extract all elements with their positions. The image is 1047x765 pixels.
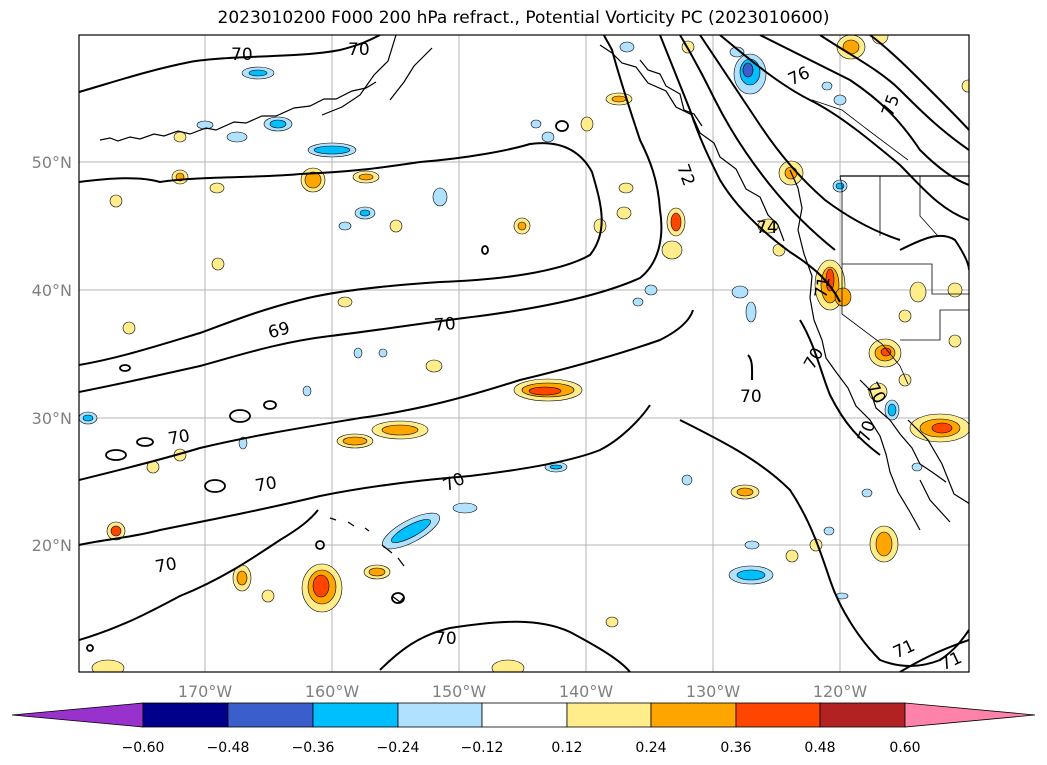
- colorbar-tick-label: 0.24: [635, 740, 666, 756]
- lon-tick-label: 120°W: [813, 682, 868, 701]
- colorbar-segment: [481, 702, 568, 728]
- contour-label: 70: [740, 387, 762, 407]
- colorbar-tick-label: 0.60: [889, 740, 920, 756]
- colorbar-tick-label: −0.12: [461, 740, 504, 756]
- colorbar-segment: [735, 702, 821, 728]
- small-contours: [86, 120, 569, 652]
- colorbar-extend-low: [11, 702, 144, 728]
- colorbar-tick-label: 0.36: [720, 740, 751, 756]
- refractivity-contours: [79, 35, 969, 672]
- lon-tick-label: 130°W: [686, 682, 741, 701]
- colorbar-tick-label: −0.48: [207, 740, 250, 756]
- lat-tick-label: 20°N: [32, 536, 72, 555]
- lat-tick-label: 50°N: [32, 153, 72, 172]
- contour-label: 70: [254, 473, 279, 496]
- contour-label: 70: [231, 45, 253, 65]
- longitude-ticks: 170°W 160°W 150°W 140°W 130°W 120°W: [178, 682, 868, 701]
- colorbar-tick-label: −0.24: [377, 740, 420, 756]
- colorbar-segment: [227, 702, 314, 728]
- pv-anomaly-fills: [79, 35, 969, 672]
- map-title: 2023010200 F000 200 hPa refract., Potent…: [217, 8, 830, 28]
- colorbar-segment: [819, 702, 906, 728]
- colorbar-segment: [312, 702, 399, 728]
- colorbar-tick-label: 0.12: [551, 740, 582, 756]
- lat-tick-label: 30°N: [32, 409, 72, 428]
- latitude-ticks: 50°N 40°N 30°N 20°N: [32, 153, 72, 555]
- contour-label: 70: [167, 426, 192, 449]
- colorbar-ticks: −0.60 −0.48 −0.36 −0.24 −0.12 0.12 0.24 …: [122, 740, 921, 756]
- plot-frame: [78, 34, 970, 673]
- colorbar-tick-label: −0.36: [292, 740, 335, 756]
- contour-label: 70: [435, 629, 457, 649]
- contour-label: 71: [811, 275, 834, 300]
- lon-tick-label: 170°W: [178, 682, 233, 701]
- contour-label: 74: [756, 218, 778, 238]
- colorbar-tick-label: 0.48: [804, 740, 835, 756]
- colorbar-tick-label: −0.60: [122, 740, 165, 756]
- colorbar-segment: [142, 702, 229, 728]
- plot-area: [79, 35, 969, 672]
- contour-label: 70: [348, 40, 370, 60]
- colorbar-segment: [650, 702, 737, 728]
- gridlines: [79, 35, 969, 672]
- lon-tick-label: 150°W: [432, 682, 487, 701]
- lon-tick-label: 160°W: [305, 682, 360, 701]
- contour-label: 70: [154, 554, 179, 577]
- lon-tick-label: 140°W: [559, 682, 614, 701]
- colorbar-segment: [397, 702, 483, 728]
- colorbar: [11, 702, 1036, 728]
- colorbar-segment: [566, 702, 652, 728]
- contour-label: 70: [433, 314, 456, 336]
- colorbar-extend-high: [904, 702, 1036, 728]
- coastlines: [99, 35, 969, 603]
- lat-tick-label: 40°N: [32, 281, 72, 300]
